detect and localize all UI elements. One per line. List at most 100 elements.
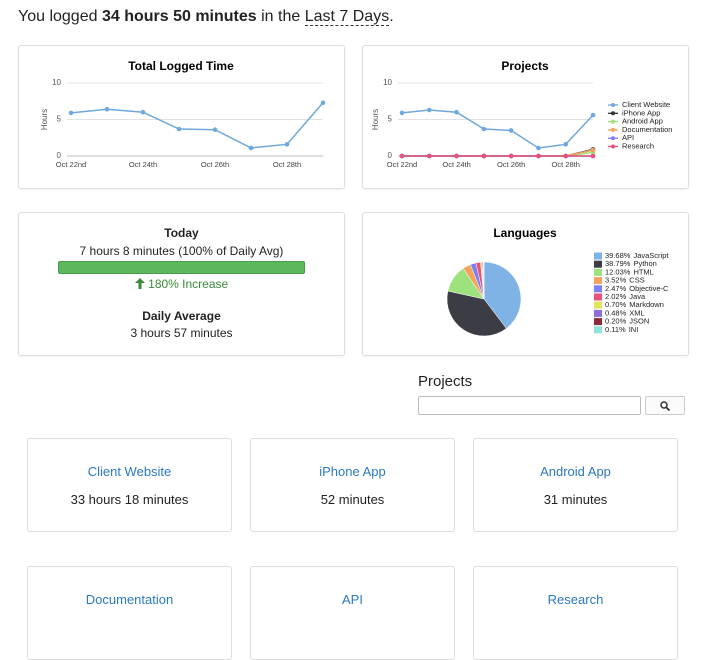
- header: You logged 34 hours 50 minutes in the La…: [18, 8, 394, 26]
- today-panel: Today 7 hours 8 minutes (100% of Daily A…: [18, 212, 345, 356]
- header-prefix: You logged: [18, 8, 98, 25]
- legend-value: 0.11%: [605, 325, 626, 334]
- project-card: Client Website 33 hours 18 minutes: [27, 438, 232, 532]
- legend-marker: [611, 120, 615, 124]
- data-point: [509, 154, 514, 159]
- project-name[interactable]: API: [251, 592, 454, 607]
- legend-swatch: [594, 294, 602, 301]
- legend-swatch: [594, 253, 602, 260]
- y-axis-label: Hours: [371, 109, 380, 130]
- project-name[interactable]: Research: [474, 592, 677, 607]
- project-time: 52 minutes: [251, 492, 454, 507]
- y-tick-label: 0: [57, 151, 62, 160]
- legend-swatch: [594, 318, 602, 325]
- legend-name: INI: [629, 325, 639, 334]
- chart-title: Total Logged Time: [128, 59, 234, 73]
- header-suffix: .: [389, 8, 393, 25]
- data-point: [591, 113, 596, 118]
- data-point: [105, 107, 110, 112]
- data-point: [454, 110, 459, 115]
- today-change: 180% Increase: [19, 277, 344, 291]
- y-tick-label: 0: [388, 151, 393, 160]
- data-point: [482, 127, 487, 132]
- y-tick-label: 10: [383, 78, 392, 87]
- chart: Total Logged Time Hours 0 5 10 Oct 22nd Oct 24…: [19, 46, 344, 188]
- project-time: 31 minutes: [474, 492, 677, 507]
- y-axis-label: Hours: [40, 109, 49, 130]
- data-point: [563, 142, 568, 147]
- change-text: 180% Increase: [148, 277, 228, 291]
- project-name[interactable]: Client Website: [28, 464, 231, 479]
- project-name[interactable]: Documentation: [28, 592, 231, 607]
- legend-marker: [611, 145, 615, 149]
- total-time: 34 hours 50 minutes: [102, 8, 257, 25]
- x-tick-label: Oct 24th: [129, 160, 157, 169]
- series-line: [402, 110, 593, 148]
- legend-marker: [611, 136, 615, 140]
- legend-swatch: [594, 302, 602, 309]
- legend-swatch: [594, 326, 602, 333]
- data-point: [213, 127, 218, 132]
- data-point: [536, 146, 541, 151]
- today-summary: 7 hours 8 minutes (100% of Daily Avg): [19, 244, 344, 258]
- project-card: Research: [473, 566, 678, 660]
- data-point: [427, 154, 432, 159]
- legend-swatch: [594, 310, 602, 317]
- project-time: 33 hours 18 minutes: [28, 492, 231, 507]
- data-point: [321, 100, 326, 105]
- x-tick-label: Oct 28th: [273, 160, 301, 169]
- data-point: [141, 110, 146, 115]
- y-tick-label: 5: [57, 115, 62, 124]
- project-name[interactable]: Android App: [474, 464, 677, 479]
- progress-bar: [58, 261, 305, 274]
- project-card: Android App 31 minutes: [473, 438, 678, 532]
- data-point: [69, 111, 74, 116]
- y-tick-label: 5: [388, 115, 393, 124]
- data-point: [285, 142, 290, 147]
- search-input[interactable]: [418, 396, 641, 415]
- today-title: Today: [19, 226, 344, 240]
- data-point: [400, 111, 405, 116]
- data-point: [400, 154, 405, 159]
- legend-marker: [611, 103, 615, 107]
- search-button[interactable]: [645, 396, 685, 415]
- average-value: 3 hours 57 minutes: [19, 326, 344, 340]
- legend-swatch: [594, 261, 602, 268]
- project-card: iPhone App 52 minutes: [250, 438, 455, 532]
- x-tick-label: Oct 24th: [442, 160, 470, 169]
- x-tick-label: Oct 26th: [201, 160, 229, 169]
- data-point: [509, 128, 514, 133]
- legend-marker: [611, 128, 615, 132]
- chart-title: Projects: [501, 59, 549, 73]
- search-icon: [660, 401, 670, 411]
- legend-marker: [611, 111, 615, 115]
- data-point: [482, 154, 487, 159]
- project-card: API: [250, 566, 455, 660]
- project-name[interactable]: iPhone App: [251, 464, 454, 479]
- x-tick-label: Oct 22nd: [56, 160, 86, 169]
- page: You logged 34 hours 50 minutes in the La…: [0, 0, 708, 601]
- data-point: [591, 154, 596, 159]
- legend-swatch: [594, 285, 602, 292]
- data-point: [249, 146, 254, 151]
- data-point: [591, 148, 596, 153]
- y-tick-label: 10: [52, 78, 61, 87]
- data-point: [177, 127, 182, 132]
- projects-title: Projects: [418, 373, 472, 390]
- time-panel: Total Logged Time Hours 0 5 10 Oct 22nd Oct 24…: [18, 45, 345, 189]
- project-card: Documentation: [27, 566, 232, 660]
- data-point: [563, 154, 568, 159]
- arrow-up-icon: [135, 278, 145, 289]
- data-point: [536, 154, 541, 159]
- range-selector[interactable]: Last 7 Days: [305, 8, 389, 26]
- legend-swatch: [594, 269, 602, 276]
- legend-label: Research: [622, 141, 654, 150]
- average-title: Daily Average: [19, 309, 344, 323]
- chart-title: Languages: [493, 226, 557, 240]
- chart: Languages39.68%JavaScript38.79%Python12.…: [363, 213, 688, 355]
- x-tick-label: Oct 28th: [552, 160, 580, 169]
- header-middle: in the: [261, 8, 300, 25]
